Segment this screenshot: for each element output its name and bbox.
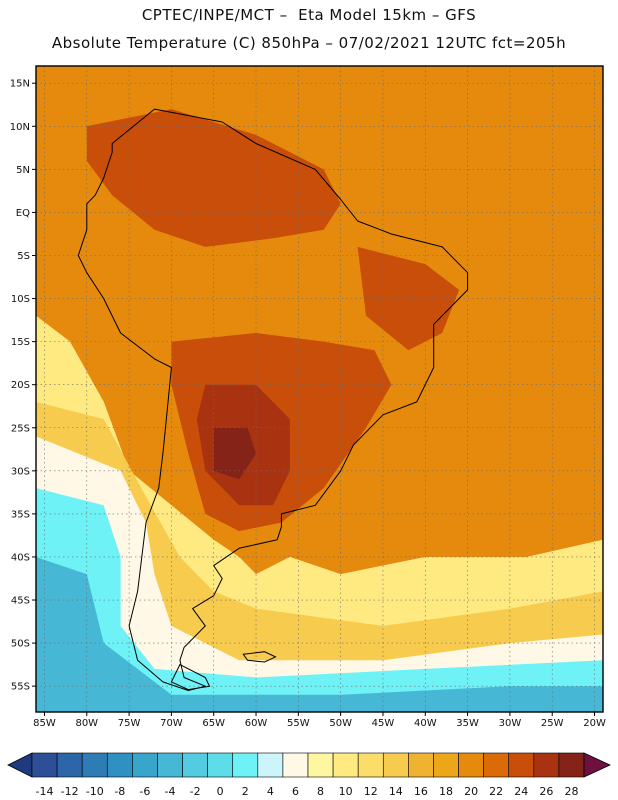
lon-tick-label: 55W <box>287 718 310 729</box>
colorbar-label: -2 <box>190 785 201 798</box>
colorbar-swatch <box>357 752 384 778</box>
colorbar-label: -14 <box>36 785 54 798</box>
coastline <box>77 108 469 691</box>
lat-tick-label: 55S <box>11 682 30 693</box>
colorbar-swatch <box>307 752 334 778</box>
colorbar-swatch <box>382 752 409 778</box>
colorbar-label: 20 <box>464 785 478 798</box>
colorbar-label: 14 <box>389 785 403 798</box>
colorbar-label: 22 <box>489 785 503 798</box>
lon-tick-label: 40W <box>414 718 437 729</box>
lon-tick-label: 35W <box>456 718 479 729</box>
colorbar-label: -4 <box>165 785 176 798</box>
lon-tick-label: 65W <box>202 718 225 729</box>
lat-tick-label: 40S <box>11 552 30 563</box>
island-tierra-del-fuego <box>170 663 211 691</box>
island-falklands <box>242 651 277 663</box>
colorbar-swatch <box>533 752 560 778</box>
colorbar-swatch <box>106 752 133 778</box>
lat-tick-label: 15S <box>11 337 30 348</box>
colorbar-swatch <box>81 752 108 778</box>
lon-tick-label: 50W <box>329 718 352 729</box>
colorbar-label: 2 <box>242 785 249 798</box>
lat-axis: 15N 10N 5N EQ 5S 10S 15S 20S 25S 30S 35S 40S 45S 50S 5… <box>10 79 36 693</box>
field-cold-6 <box>36 436 603 712</box>
lat-tick-label: 45S <box>11 596 30 607</box>
colorbar-label: 6 <box>292 785 299 798</box>
lat-tick-label: EQ <box>16 208 30 219</box>
colorbar-swatch <box>458 752 484 778</box>
lon-tick-label: 80W <box>75 718 98 729</box>
map-frame <box>35 65 604 713</box>
lat-tick-label: 30S <box>11 466 30 477</box>
colorbar-swatch <box>408 752 434 778</box>
colorbar-swatch <box>433 752 459 778</box>
colorbar-label: -6 <box>139 785 150 798</box>
colorbar-swatch <box>257 752 284 778</box>
lon-tick-label: 45W <box>372 718 395 729</box>
colorbar-swatch <box>483 752 510 778</box>
lon-tick-label: 75W <box>118 718 141 729</box>
colorbar-label: 10 <box>339 785 353 798</box>
lat-tick-label: 5N <box>16 165 30 176</box>
colorbar-label: 24 <box>514 785 528 798</box>
lon-tick-label: 30W <box>499 718 522 729</box>
colorbar-over-triangle <box>583 752 611 778</box>
colorbar-swatch <box>31 752 58 778</box>
temperature-field <box>36 66 603 712</box>
lat-tick-label: 5S <box>17 251 30 262</box>
lon-axis: 85W 80W 75W 70W 65W 60W 55W 50W 45W 40W 35W 30W 25W 2… <box>33 712 606 729</box>
field-chaco-core <box>213 427 256 480</box>
title-line-2: Absolute Temperature (C) 850hPa – 07/02/… <box>51 34 567 52</box>
lat-tick-label: 25S <box>11 423 30 434</box>
colorbar-label: 0 <box>217 785 224 798</box>
colorbar-label: -10 <box>86 785 104 798</box>
colorbar-swatch <box>182 752 208 778</box>
colorbar-swatch <box>132 752 158 778</box>
lat-tick-label: 35S <box>11 509 30 520</box>
colorbar-swatch <box>332 752 359 778</box>
colorbar-swatch <box>558 752 585 778</box>
colorbar-label: 28 <box>564 785 578 798</box>
colorbar-under-triangle <box>7 752 33 778</box>
colorbar-swatch <box>232 752 259 778</box>
colorbar-swatch <box>56 752 83 778</box>
field-north-warm <box>86 109 341 247</box>
colorbar-label: 8 <box>317 785 324 798</box>
colorbar-swatch <box>282 752 309 778</box>
lat-tick-label: 10S <box>11 294 30 305</box>
colorbar-swatch <box>207 752 234 778</box>
colorbar-label: 18 <box>439 785 453 798</box>
colorbar-swatch <box>157 752 183 778</box>
colorbar-label: 4 <box>267 785 274 798</box>
lon-tick-label: 60W <box>245 718 268 729</box>
lat-tick-label: 20S <box>11 380 30 391</box>
colorbar-label: 26 <box>539 785 553 798</box>
lat-tick-label: 50S <box>11 639 30 650</box>
lat-lon-grid <box>36 66 603 712</box>
colorbar-swatch <box>508 752 535 778</box>
colorbar: -14 -12 -10 -8 -6 -4 -2 0 2 4 6 8 10 12 14 16 18 20 22 24 26… <box>7 752 611 798</box>
colorbar-label: 12 <box>364 785 378 798</box>
lon-tick-label: 85W <box>33 718 56 729</box>
title-line-1: CPTEC/INPE/MCT – Eta Model 15km – GFS <box>141 6 477 24</box>
lon-tick-label: 70W <box>160 718 183 729</box>
colorbar-label: -12 <box>61 785 79 798</box>
lon-tick-label: 20W <box>583 718 606 729</box>
lat-tick-label: 15N <box>10 79 30 90</box>
lon-tick-label: 25W <box>541 718 564 729</box>
field-cold-minus2 <box>36 557 603 712</box>
colorbar-label: 16 <box>414 785 428 798</box>
colorbar-label: -8 <box>114 785 125 798</box>
lat-tick-label: 10N <box>10 122 30 133</box>
coastline-layer <box>77 108 469 691</box>
